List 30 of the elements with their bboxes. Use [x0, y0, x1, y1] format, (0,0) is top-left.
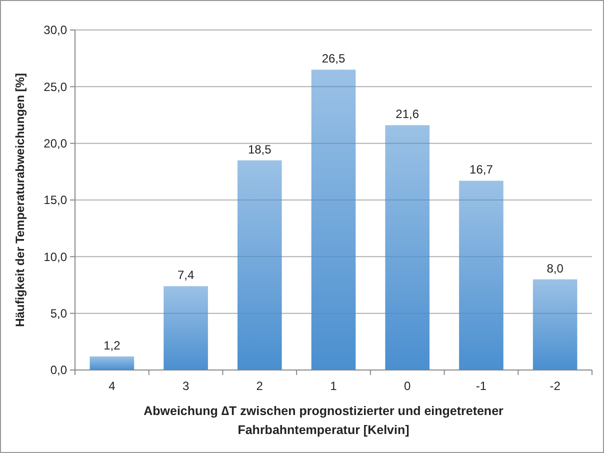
y-tick-label: 10,0 — [44, 250, 68, 264]
y-tick-label: 20,0 — [44, 136, 68, 151]
bar — [459, 180, 504, 370]
y-tick-label: 0,0 — [50, 363, 68, 378]
y-tick-label: 5,0 — [50, 306, 68, 321]
x-axis-title: Abweichung ∆T zwischen prognostizierter und eingetretener Fahrbahntemperatur [Kelvin] — [144, 404, 504, 437]
y-tick-label: 15,0 — [44, 193, 68, 208]
y-axis-title: Häufigkeit der Temperaturabweichungen [%] — [13, 73, 27, 327]
x-tick-label: 0 — [404, 379, 412, 393]
data-label: 7,4 — [177, 268, 194, 282]
x-tick-label: 3 — [182, 379, 190, 393]
data-label: 1,2 — [104, 338, 121, 352]
y-tick-label: 30,0 — [44, 23, 68, 38]
data-label: 26,5 — [322, 52, 346, 66]
bar — [237, 160, 282, 370]
x-tick-label: 4 — [108, 379, 116, 393]
data-label: 18,5 — [248, 142, 272, 156]
bar — [90, 356, 134, 370]
x-tick-label: -2 — [550, 379, 561, 393]
bar — [532, 279, 578, 370]
bar — [311, 70, 356, 370]
x-tick-label: 1 — [330, 379, 338, 393]
bar — [164, 286, 208, 370]
x-tick-label: 2 — [256, 379, 264, 393]
data-label: 16,7 — [470, 162, 494, 177]
data-label: 8,0 — [546, 261, 564, 276]
y-tick-label: 25,0 — [44, 80, 68, 94]
bar — [385, 125, 430, 370]
x-tick-label: -1 — [476, 379, 487, 393]
data-label: 21,6 — [396, 107, 420, 122]
